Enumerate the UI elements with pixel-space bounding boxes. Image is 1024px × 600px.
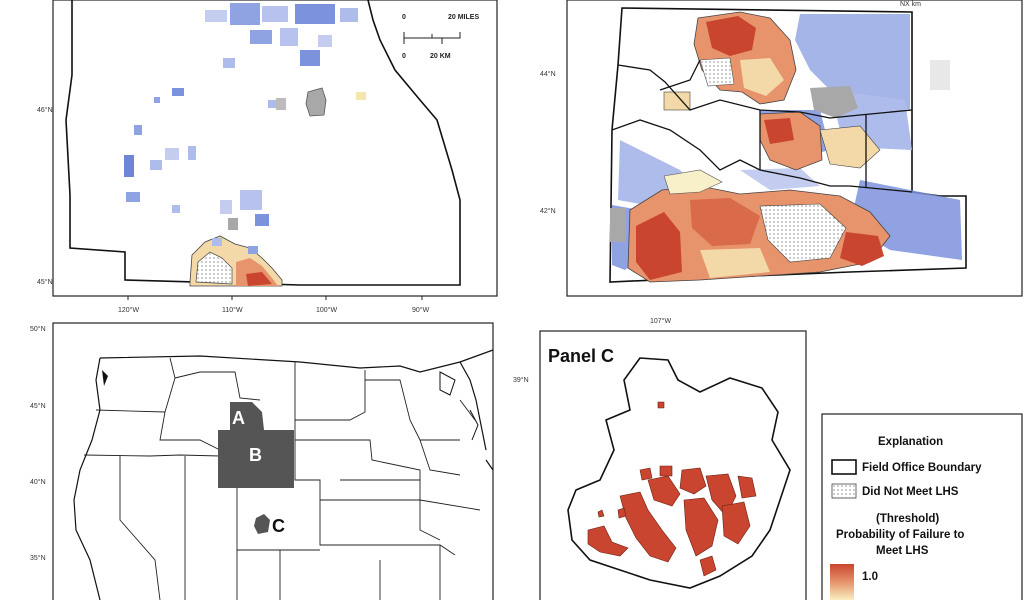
panel-b-north-cluster (663, 11, 797, 111)
panel-a-lat-label-46: 46°N (37, 106, 53, 114)
panel-a-ticks (127, 296, 423, 300)
panel-b-top-label: NX km (900, 1, 921, 8)
overview-lake (439, 371, 456, 396)
panel-a-grey-patches (276, 87, 366, 117)
scale-km-zero: 0 (402, 53, 406, 60)
panel-a-lon-label-110: 110°W (222, 306, 243, 314)
scale-miles-zero: 0 (402, 14, 406, 21)
panel-a-lon-label-100: 100°W (316, 306, 337, 314)
legend: Explanation Field Office Boundary Did No… (821, 413, 1023, 600)
panel-b-south-cluster (610, 169, 891, 283)
panel-c-lon-label: 107°W (650, 317, 671, 325)
panel-a-lon-label-120: 120°W (118, 306, 139, 314)
overview-label-a: A (232, 408, 245, 428)
legend-item-threshold: (Threshold) (876, 513, 939, 525)
legend-swatch-boundary (831, 459, 857, 475)
legend-scale-max: 1.0 (862, 571, 878, 583)
legend-title: Explanation (878, 436, 943, 448)
overview-borders (73, 349, 494, 600)
overview-region-c[interactable] (254, 514, 270, 534)
overview-lat-45: 45°N (30, 402, 46, 410)
overview-region-a[interactable] (230, 402, 264, 430)
overview-label-c: C (272, 516, 285, 536)
overview-lat-35: 35°N (30, 554, 46, 562)
overview-puget-sound (102, 370, 108, 386)
legend-item-probability: Probability of Failure to (836, 529, 964, 541)
overview-label-b: B (249, 445, 262, 465)
panel-b-middle-cluster (759, 86, 881, 171)
panel-a: 46°N 45°N 120°W 110°W 100°W 90°W 0 20 MI… (37, 0, 498, 314)
scale-miles-label: 20 MILES (448, 14, 479, 21)
panel-c: 107°W 39°N Panel C (513, 317, 807, 600)
panel-b: NX km (540, 0, 1023, 297)
legend-item-meet-lhs: Meet LHS (876, 545, 929, 557)
panel-a-lat-label-45: 45°N (37, 278, 53, 286)
panel-a-met-patches (124, 3, 358, 230)
panel-c-title: Panel C (548, 346, 614, 366)
panel-c-lat-label: 39°N (513, 376, 529, 384)
panel-b-lat-label-44: 44°N (540, 70, 556, 78)
overview-region-b[interactable] (218, 430, 294, 488)
overview-lat-50: 50°N (30, 325, 46, 333)
scale-km-label: 20 KM (430, 53, 451, 60)
panel-c-failure-patches (587, 401, 757, 577)
legend-item-boundary: Field Office Boundary (862, 462, 982, 474)
overview-state-lines (83, 357, 481, 600)
panel-b-field-office-boundaries (611, 59, 913, 193)
panel-a-frame (52, 0, 498, 297)
panel-a-lon-label-90: 90°W (412, 306, 430, 314)
overview-lat-40: 40°N (30, 478, 46, 486)
panel-a-field-office-boundary (65, 0, 461, 286)
overview-map: A B C 50°N 45°N 40°N 35°N (30, 322, 494, 600)
legend-frame (821, 413, 1023, 600)
legend-probability-gradient (830, 564, 854, 600)
legend-swatch-not-met (831, 483, 857, 499)
panel-b-lat-label-42: 42°N (540, 207, 556, 215)
panel-a-failure-cluster (189, 235, 283, 287)
legend-item-not-met: Did Not Meet LHS (862, 486, 959, 498)
panel-a-scale-bar: 0 20 MILES 0 20 KM (402, 14, 479, 60)
panel-b-state-outline (609, 7, 967, 283)
